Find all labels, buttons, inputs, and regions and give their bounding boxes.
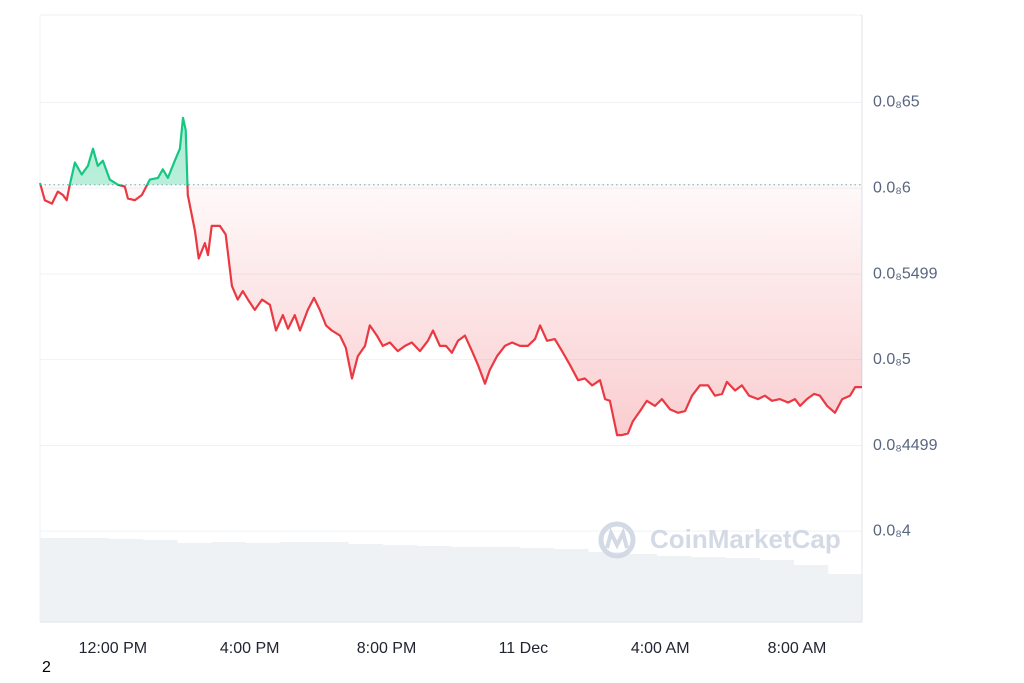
y-tick-label: 0.0₈4 [873, 522, 911, 539]
volume-bar [245, 543, 281, 622]
series-layer [38, 116, 862, 437]
y-tick-label: 0.0₈4499 [873, 437, 938, 454]
volume-bar [519, 548, 555, 622]
x-tick-label: 8:00 PM [357, 640, 417, 657]
volume-bar [725, 558, 760, 622]
watermark-logo-mark [605, 527, 629, 550]
volume-bar [485, 547, 520, 622]
volume-layer [40, 538, 863, 622]
volume-bar [211, 542, 246, 622]
volume-bar [759, 560, 794, 622]
x-tick-label: 11 Dec [499, 640, 549, 657]
volume-bar [348, 544, 383, 622]
price-line [38, 116, 862, 437]
x-tick-label: 4:00 AM [631, 640, 690, 657]
watermark: CoinMarketCap [598, 521, 841, 559]
volume-bar [142, 540, 178, 622]
volume-bar [827, 574, 863, 622]
watermark-text: CoinMarketCap [650, 524, 841, 554]
volume-bar [74, 538, 109, 622]
volume-bar [40, 538, 75, 622]
volume-bar [108, 539, 144, 622]
x-tick-label: 12:00 PM [79, 640, 147, 657]
volume-bar [314, 542, 349, 622]
volume-bar [177, 543, 212, 622]
label-layer: 0.0₈65 0.0₈6 0.0₈5499 0.0₈5 0.0₈4499 0.0₈4 12:… [79, 94, 938, 658]
y-tick-label: 0.0₈5499 [873, 265, 938, 282]
x-tick-label: 4:00 PM [220, 640, 280, 657]
volume-bar [416, 546, 452, 622]
volume-bar [793, 565, 829, 622]
volume-bar [382, 545, 418, 622]
y-tick-label: 0.0₈65 [873, 94, 920, 111]
volume-bar [622, 554, 657, 622]
volume-bar [279, 542, 315, 622]
y-tick-label: 0.0₈5 [873, 351, 911, 368]
volume-bar [451, 547, 486, 622]
price-area [40, 117, 862, 436]
x-tick-label: 8:00 AM [768, 640, 827, 657]
watermark-logo [598, 521, 636, 559]
footnote: 2 [42, 659, 51, 676]
volume-bar [656, 556, 692, 622]
volume-bar [553, 549, 589, 622]
volume-bar [588, 552, 623, 622]
volume-bar [690, 557, 726, 622]
y-tick-label: 0.0₈6 [873, 179, 911, 196]
